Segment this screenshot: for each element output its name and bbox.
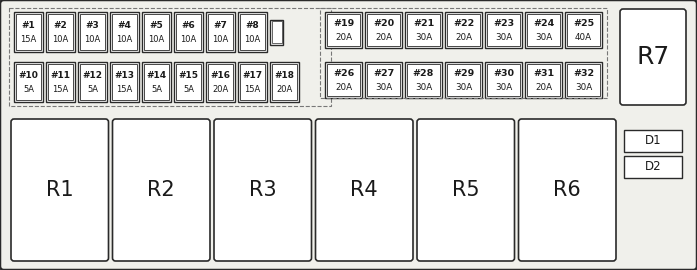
Text: #29: #29 [453, 69, 474, 78]
Bar [78, 62, 107, 102]
Bar [238, 62, 267, 102]
Text: 30A: 30A [575, 83, 592, 92]
Bar [48, 14, 73, 50]
Bar [208, 64, 233, 100]
Bar [565, 62, 602, 98]
Text: 30A: 30A [535, 33, 552, 42]
Text: 10A: 10A [116, 35, 132, 45]
Bar [525, 12, 562, 48]
Bar [144, 14, 169, 50]
Bar [238, 12, 267, 52]
Bar [79, 14, 105, 50]
Bar [142, 62, 171, 102]
Bar [407, 64, 441, 96]
Bar [272, 21, 282, 43]
Text: 15A: 15A [116, 86, 132, 94]
Bar [176, 64, 201, 100]
Bar [325, 12, 362, 48]
Bar [527, 64, 560, 96]
Bar [206, 62, 235, 102]
Text: R1: R1 [46, 180, 74, 200]
Text: #13: #13 [114, 71, 135, 80]
Bar [16, 64, 41, 100]
Text: #1: #1 [22, 21, 36, 30]
Bar [405, 62, 442, 98]
Text: 30A: 30A [415, 33, 432, 42]
Text: 15A: 15A [52, 86, 68, 94]
Text: 40A: 40A [575, 33, 592, 42]
Bar [16, 14, 41, 50]
Text: 20A: 20A [335, 83, 352, 92]
Text: #7: #7 [213, 21, 227, 30]
Text: 30A: 30A [375, 83, 392, 92]
Text: 10A: 10A [213, 35, 229, 45]
Bar [142, 12, 171, 52]
Text: #25: #25 [573, 19, 594, 28]
Text: #23: #23 [493, 19, 514, 28]
Text: #20: #20 [373, 19, 394, 28]
Text: #24: #24 [533, 19, 554, 28]
Text: 10A: 10A [148, 35, 164, 45]
Bar [176, 14, 201, 50]
Text: 10A: 10A [245, 35, 261, 45]
Text: 20A: 20A [535, 83, 552, 92]
Bar [367, 64, 400, 96]
Text: 20A: 20A [277, 86, 293, 94]
Text: 20A: 20A [455, 33, 472, 42]
Bar [270, 19, 283, 45]
Text: 15A: 15A [20, 35, 37, 45]
Text: #4: #4 [118, 21, 132, 30]
Bar [487, 14, 520, 46]
FancyBboxPatch shape [316, 119, 413, 261]
FancyBboxPatch shape [11, 119, 109, 261]
Text: 10A: 10A [84, 35, 100, 45]
Bar [527, 14, 560, 46]
Bar [624, 130, 682, 152]
Bar [110, 62, 139, 102]
Text: #6: #6 [182, 21, 195, 30]
Bar [447, 64, 480, 96]
Bar [110, 12, 139, 52]
Bar [367, 14, 400, 46]
Bar [144, 64, 169, 100]
FancyBboxPatch shape [519, 119, 616, 261]
Text: D1: D1 [645, 134, 661, 147]
Text: 10A: 10A [52, 35, 68, 45]
Bar [445, 62, 482, 98]
Bar [320, 8, 607, 98]
Bar [206, 12, 235, 52]
Text: #12: #12 [82, 71, 102, 80]
Text: 5A: 5A [23, 86, 34, 94]
Text: #3: #3 [86, 21, 100, 30]
Bar [327, 14, 360, 46]
Text: #22: #22 [453, 19, 474, 28]
Text: #18: #18 [275, 71, 295, 80]
Text: #21: #21 [413, 19, 434, 28]
Bar [270, 62, 299, 102]
Bar [365, 62, 402, 98]
Text: #15: #15 [178, 71, 199, 80]
Text: 30A: 30A [495, 33, 512, 42]
Bar [567, 64, 600, 96]
Bar [112, 64, 137, 100]
Bar [565, 12, 602, 48]
Bar [485, 12, 522, 48]
Text: 20A: 20A [213, 86, 229, 94]
Bar [46, 62, 75, 102]
Bar [14, 12, 43, 52]
Text: #16: #16 [210, 71, 231, 80]
Text: 15A: 15A [245, 86, 261, 94]
Bar [208, 14, 233, 50]
Text: #2: #2 [54, 21, 68, 30]
Bar [112, 14, 137, 50]
Text: 5A: 5A [183, 86, 194, 94]
Text: 30A: 30A [495, 83, 512, 92]
Text: 10A: 10A [181, 35, 197, 45]
Text: #26: #26 [333, 69, 354, 78]
Bar [485, 62, 522, 98]
Bar [174, 62, 203, 102]
Bar [405, 12, 442, 48]
Text: #10: #10 [19, 71, 38, 80]
Text: R6: R6 [553, 180, 581, 200]
